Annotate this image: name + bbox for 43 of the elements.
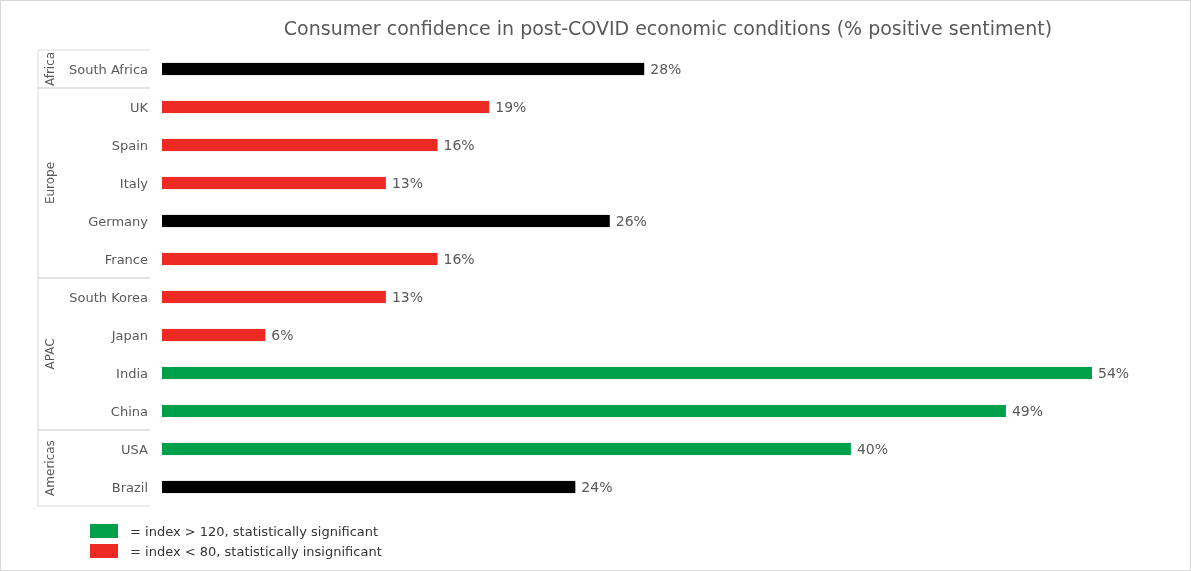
- bar: [162, 480, 576, 494]
- bar: [162, 252, 438, 266]
- y-tick-label: France: [104, 251, 148, 267]
- bar: [162, 442, 851, 456]
- y-tick-label: India: [116, 365, 148, 381]
- bar: [162, 366, 1092, 380]
- text: Americas: [43, 440, 57, 496]
- y-tick-label: China: [110, 403, 148, 419]
- data-label: 13%: [391, 175, 424, 191]
- text: APAC: [43, 338, 57, 370]
- chart-title: Consumer confidence in post-COVID economic conditions (% positive sentiment): [283, 17, 1053, 39]
- text: Africa: [43, 51, 57, 87]
- legend-label: = index < 80, statistically insignificant: [130, 543, 382, 559]
- y-tick-label: USA: [121, 441, 149, 457]
- bar: [162, 214, 610, 228]
- data-label: 54%: [1098, 365, 1130, 381]
- y-tick-label: Japan: [110, 327, 148, 343]
- y-tick-label: Germany: [88, 213, 149, 229]
- bar: [162, 100, 490, 114]
- data-label: 6%: [271, 327, 294, 343]
- data-label: 40%: [856, 441, 889, 457]
- y-tick-label: Spain: [111, 137, 148, 153]
- y-tick-label: Italy: [119, 175, 149, 191]
- y-tick-label: South Korea: [69, 289, 148, 305]
- data-label: 49%: [1011, 403, 1044, 419]
- data-label: 19%: [495, 99, 527, 115]
- y-tick-label: UK: [129, 99, 149, 115]
- data-label: 13%: [391, 289, 424, 305]
- y-tick-label: Brazil: [111, 479, 148, 495]
- y-tick-label: South Africa: [69, 61, 148, 77]
- data-label: 26%: [615, 213, 647, 229]
- bar: [162, 328, 266, 342]
- legend-label: = index > 120, statistically significant: [130, 523, 379, 539]
- data-label: 16%: [443, 251, 475, 267]
- data-label: 24%: [581, 479, 613, 495]
- bar: [162, 62, 645, 76]
- data-label: 28%: [650, 61, 682, 77]
- data-label: 16%: [443, 137, 475, 153]
- bar: [162, 404, 1006, 418]
- bar: [162, 176, 386, 190]
- bar: [162, 138, 438, 152]
- text: Europe: [43, 161, 57, 205]
- bar: [162, 290, 386, 304]
